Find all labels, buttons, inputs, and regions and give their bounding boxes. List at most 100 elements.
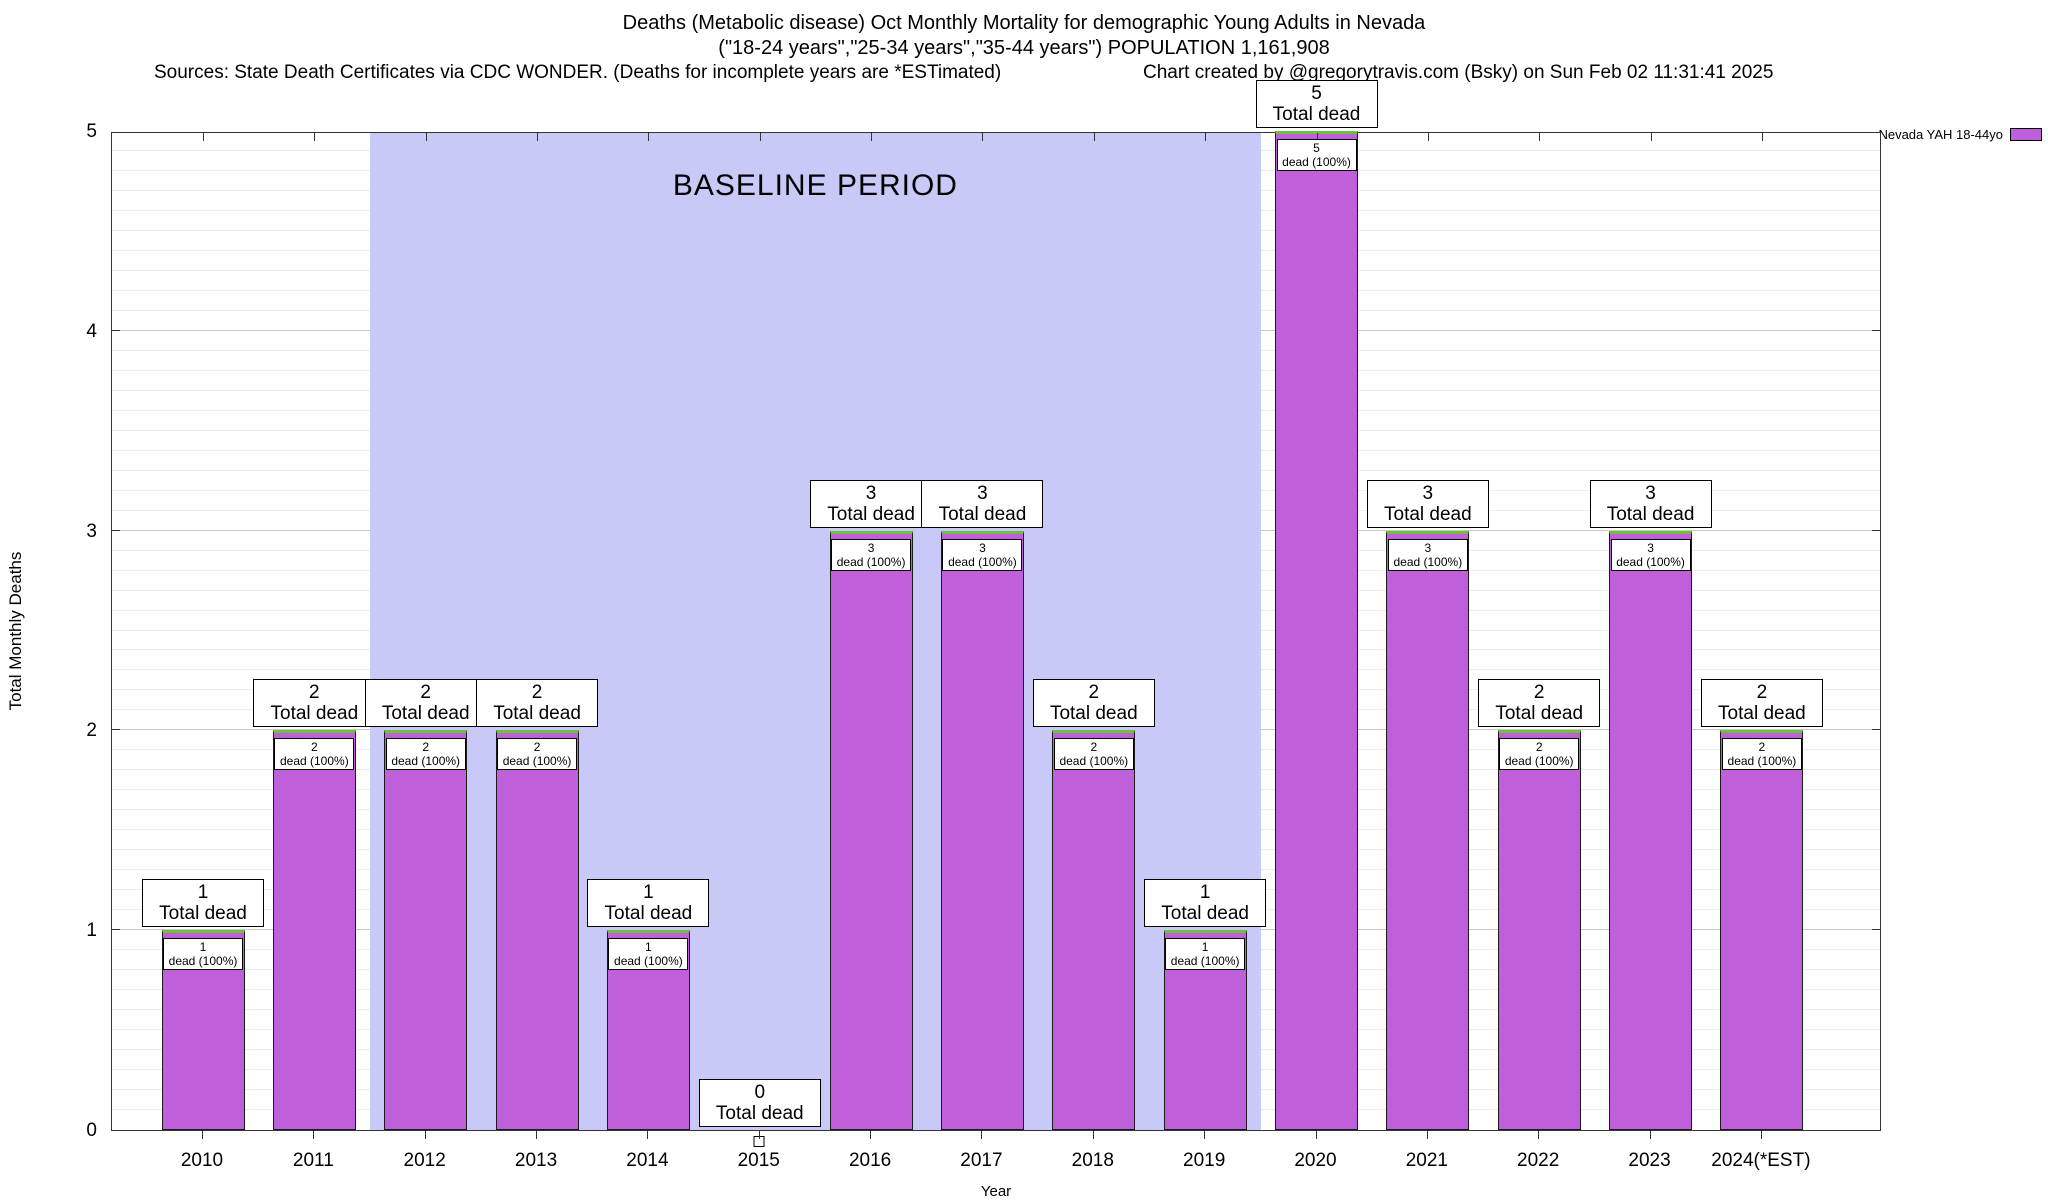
total-dead-count: 3 [1645,482,1656,504]
bar-2017 [940,530,1024,1130]
dead-pct-count: 1 [1201,940,1209,955]
x-tick-bottom [424,1131,426,1139]
total-dead-text: Total dead [1384,503,1472,525]
x-tick-label-2022: 2022 [1517,1150,1560,1171]
dead-pct-text: dead (100%) [1504,754,1574,769]
dead-pct-count: 3 [867,540,875,555]
x-tick-top [1761,133,1763,141]
total-dead-count: 3 [1422,482,1434,504]
dead-pct-label-2020: 5 dead (100%) [1276,139,1357,171]
dead-pct-label-2014: 1 dead (100%) [608,938,689,971]
total-dead-text: Total dead [938,503,1027,525]
credit-note: Chart created by @gregorytravis.com (Bsk… [1143,62,1774,83]
total-dead-label-2024(*EST): 2 Total dead [1700,679,1823,728]
x-tick-top [203,133,204,141]
x-tick-bottom [536,1131,538,1139]
dead-pct-label-2012: 2 dead (100%) [385,738,466,771]
dead-pct-text: dead (100%) [1393,554,1463,569]
dead-pct-count: 3 [1647,540,1654,555]
total-dead-text: Total dead [715,1103,804,1124]
dead-pct-text: dead (100%) [1616,554,1685,569]
x-tick-bottom [1649,1131,1651,1139]
x-tick-top [1205,133,1207,141]
dead-pct-label-2021: 3 dead (100%) [1387,538,1468,571]
y-tick-right [1872,929,1880,931]
y-tick-right [1872,729,1880,731]
x-tick-top [982,133,984,141]
x-tick-bottom [870,1131,872,1139]
dead-pct-count: 3 [1424,540,1432,555]
x-tick-bottom [1538,1131,1540,1139]
y-tick-label-0: 0 [86,1120,97,1141]
bar-2018 [1052,730,1136,1130]
bar-2023 [1609,530,1693,1130]
bar-2022 [1497,730,1581,1130]
plot-area: BASELINE PERIOD 1 Total dead 1 dead (100%) 2 T… [111,80,1881,1131]
dead-pct-label-2013: 2 dead (100%) [497,738,578,771]
y-tick-right [1872,529,1880,531]
x-tick-label-2014: 2014 [626,1150,669,1171]
x-tick-bottom [313,1131,315,1139]
total-dead-label-2021: 3 Total dead [1366,479,1489,528]
dead-pct-text: dead (100%) [836,554,906,569]
total-dead-text: Total dead [1161,903,1249,925]
total-dead-label-2022: 2 Total dead [1478,679,1601,728]
x-tick-label-2016: 2016 [848,1150,892,1171]
legend: Nevada YAH 18-44yo [1878,127,2042,142]
x-tick-label-2011: 2011 [292,1150,334,1171]
x-tick-label-2017: 2017 [960,1150,1003,1171]
x-axis-label: Year [980,1183,1012,1200]
total-dead-count: 0 [754,1082,766,1103]
y-tick-label-1: 1 [86,920,97,942]
dead-pct-text: dead (100%) [1282,155,1351,169]
total-dead-count: 2 [1533,682,1545,704]
total-dead-count: 2 [531,682,543,704]
x-tick-top [1316,133,1318,141]
total-dead-text: Total dead [1272,104,1361,125]
y-tick-left [112,329,120,331]
total-dead-text: Total dead [159,903,247,925]
total-dead-count: 3 [977,482,988,504]
total-dead-count: 2 [1088,682,1100,704]
total-dead-label-2020: 5 Total dead [1255,80,1378,128]
total-dead-count: 1 [1199,882,1211,904]
total-dead-text: Total dead [270,703,359,725]
total-dead-text: Total dead [827,503,915,525]
total-dead-text: Total dead [1718,703,1806,725]
x-tick-top [1539,133,1541,141]
total-dead-text: Total dead [604,903,693,925]
y-tick-label-2: 2 [86,720,97,742]
total-dead-label-2017: 3 Total dead [921,479,1044,528]
dead-pct-label-2010: 1 dead (100%) [163,938,243,971]
dead-pct-count: 3 [979,540,986,555]
x-tick-label-2012: 2012 [403,1150,446,1171]
dead-pct-text: dead (100%) [502,754,572,769]
x-tick-label-2019: 2019 [1183,1150,1226,1171]
total-dead-label-2010: 1 Total dead [142,879,264,928]
total-dead-text: Total dead [1606,503,1695,525]
bar-2016 [829,530,913,1130]
dead-pct-text: dead (100%) [614,954,683,969]
total-dead-label-2018: 2 Total dead [1032,679,1155,728]
x-tick-top [425,133,427,141]
dead-pct-count: 2 [422,740,430,755]
y-tick-right [1872,329,1880,331]
dead-pct-label-2016: 3 dead (100%) [831,538,912,571]
dead-pct-count: 2 [1758,740,1766,755]
x-tick-bottom [758,1131,760,1139]
total-dead-label-2014: 1 Total dead [587,879,710,928]
x-tick-label-2010: 2010 [180,1150,224,1171]
x-tick-label-2015: 2015 [737,1150,780,1171]
dead-pct-text: dead (100%) [279,754,349,769]
total-dead-count: 5 [1311,83,1322,104]
total-dead-label-2016: 3 Total dead [810,479,933,528]
x-tick-label-2018: 2018 [1071,1150,1114,1171]
total-dead-count: 2 [309,682,320,704]
total-dead-count: 2 [1756,682,1768,704]
dead-pct-count: 1 [645,940,652,955]
y-tick-left [112,929,120,931]
chart-subtitle: ("18-24 years","25-34 years","35-44 year… [718,37,1330,59]
y-tick-label-3: 3 [86,520,97,542]
x-tick-top [1093,133,1095,141]
